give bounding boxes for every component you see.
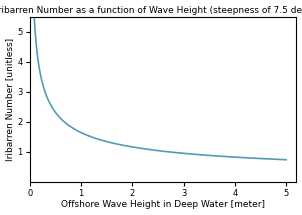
Y-axis label: Iribarren Number [unitless]: Iribarren Number [unitless] — [5, 38, 14, 161]
Title: Iribarren Number as a function of Wave Height (steepness of 7.5 degrees): Iribarren Number as a function of Wave H… — [0, 6, 302, 15]
X-axis label: Offshore Wave Height in Deep Water [meter]: Offshore Wave Height in Deep Water [mete… — [61, 200, 265, 209]
